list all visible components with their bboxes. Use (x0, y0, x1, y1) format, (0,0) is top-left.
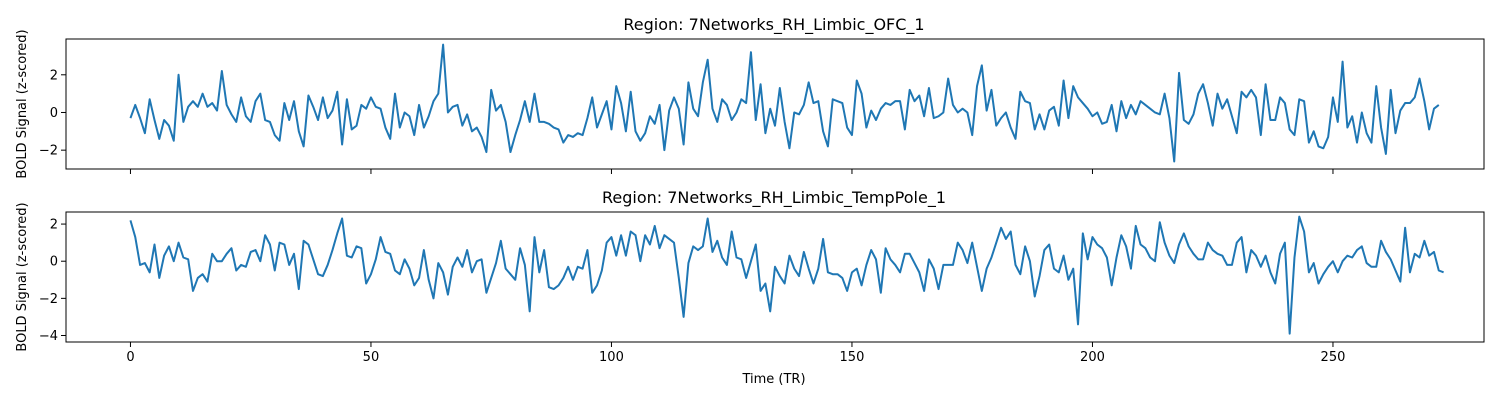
y-ticks-ofc: −2 0 2 (39, 68, 66, 159)
y-tick-label-ofc: 0 (50, 106, 58, 121)
y-axis-label-temppole: BOLD Signal (z-scored) (15, 202, 30, 351)
y-tick-label-temppole: 2 (50, 218, 58, 233)
x-tick-label: 150 (840, 350, 865, 365)
plot-frame-temppole (65, 211, 1485, 343)
series-line-ofc (129, 43, 1440, 163)
y-tick-label-temppole: −2 (39, 292, 58, 307)
x-tick-label: 250 (1321, 350, 1346, 365)
x-tick-label: 50 (363, 350, 380, 365)
x-ticks-temppole: 0 50 100 150 200 250 (126, 342, 1345, 365)
x-tick-label: 0 (126, 350, 134, 365)
panel-ofc: Region: 7Networks_RH_Limbic_OFC_1 −2 0 2 B… (15, 15, 1485, 179)
y-tick-label-temppole: −4 (39, 329, 58, 344)
y-axis-label-ofc: BOLD Signal (z-scored) (15, 29, 30, 178)
y-tick-label-temppole: 0 (50, 255, 58, 270)
y-tick-label-ofc: 2 (50, 68, 58, 83)
x-axis-label: Time (TR) (741, 372, 805, 387)
panel-title-ofc: Region: 7Networks_RH_Limbic_OFC_1 (623, 15, 924, 35)
plot-frame-ofc (65, 38, 1485, 170)
series-line-temppole (129, 215, 1444, 335)
x-tick-label: 100 (599, 350, 624, 365)
x-tick-label: 200 (1080, 350, 1105, 365)
y-tick-label-ofc: −2 (39, 144, 58, 159)
panel-title-temppole: Region: 7Networks_RH_Limbic_TempPole_1 (602, 188, 946, 208)
y-ticks-temppole: −4 −2 0 2 (39, 218, 66, 344)
x-ticks-ofc (129, 169, 1334, 174)
panel-temppole: Region: 7Networks_RH_Limbic_TempPole_1 −… (15, 188, 1485, 365)
